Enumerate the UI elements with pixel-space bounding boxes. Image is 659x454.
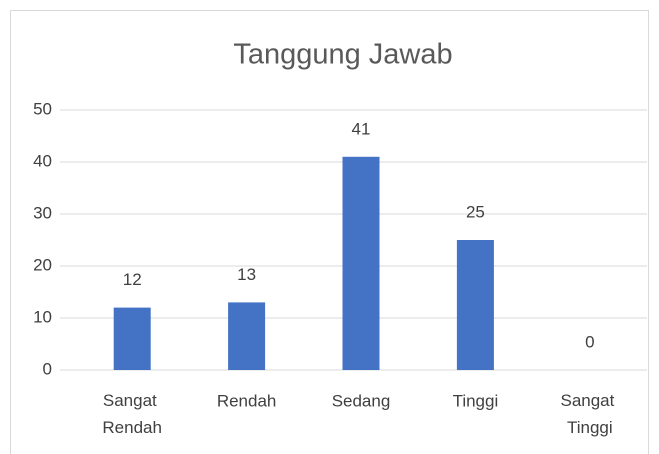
x-tick-label: Sangat Tinggi — [560, 391, 619, 437]
x-tick-label: Sedang — [332, 391, 391, 410]
bar — [228, 302, 266, 370]
bar — [342, 156, 380, 370]
data-label: 13 — [237, 265, 256, 284]
bar — [456, 240, 494, 370]
y-tick-label: 0 — [43, 359, 52, 378]
data-label: 12 — [123, 270, 142, 289]
y-tick-label: 30 — [33, 203, 52, 222]
y-tick-label: 40 — [33, 151, 52, 170]
x-tick-label: Rendah — [217, 391, 277, 410]
data-label: 0 — [585, 332, 594, 351]
y-tick-label: 50 — [33, 99, 52, 118]
bar — [113, 307, 151, 370]
y-tick-label: 10 — [33, 307, 52, 326]
chart-title: Tanggung Jawab — [233, 39, 452, 71]
x-tick-label: Tinggi — [453, 391, 499, 410]
data-label: 41 — [352, 119, 371, 138]
chart-frame — [10, 10, 649, 454]
x-tick-label: Sangat Rendah — [102, 391, 162, 437]
y-tick-label: 20 — [33, 255, 52, 274]
data-label: 25 — [466, 202, 485, 221]
